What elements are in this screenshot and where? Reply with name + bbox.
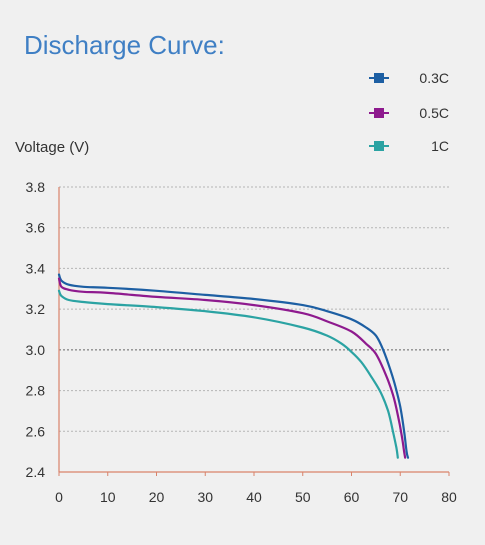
y-tick-label: 3.0 — [26, 342, 46, 358]
x-tick-label: 40 — [246, 489, 262, 505]
y-tick-label: 2.8 — [26, 383, 46, 399]
y-tick-label: 3.6 — [26, 220, 46, 236]
y-tick-label: 2.4 — [26, 464, 46, 480]
y-axis-label: Voltage (V) — [15, 139, 89, 156]
legend-swatch-marker — [374, 108, 384, 118]
x-tick-label: 30 — [197, 489, 213, 505]
y-tick-label: 3.4 — [26, 260, 46, 276]
series-lines — [57, 273, 410, 459]
y-tick-label: 3.8 — [26, 179, 46, 195]
legend-label: 0.3C — [419, 70, 449, 86]
y-tick-label: 2.6 — [26, 423, 46, 439]
axes — [58, 187, 450, 476]
legend-swatch-marker — [374, 73, 384, 83]
legend: 0.3C 0.5C 1C — [369, 70, 449, 154]
y-tick-label: 3.2 — [26, 301, 46, 317]
x-tick-label: 20 — [149, 489, 165, 505]
x-tick-label: 60 — [344, 489, 360, 505]
series-line-1c — [57, 289, 399, 459]
legend-label: 1C — [431, 138, 449, 154]
chart-title: Discharge Curve: — [24, 30, 225, 60]
tick-labels: 2.4 2.6 2.8 3.0 3.2 3.4 3.6 3.8 0 10 20 30 40 50 60 70 8… — [26, 179, 457, 505]
x-tick-label: 0 — [55, 489, 63, 505]
x-tick-label: 80 — [441, 489, 457, 505]
x-tick-label: 10 — [100, 489, 116, 505]
legend-label: 0.5C — [419, 105, 449, 121]
legend-swatch-marker — [374, 141, 384, 151]
x-tick-label: 70 — [392, 489, 408, 505]
grid — [59, 186, 449, 432]
series-line-0-3c — [57, 273, 410, 459]
series-line-0-5c — [57, 277, 407, 459]
x-tick-label: 50 — [295, 489, 311, 505]
